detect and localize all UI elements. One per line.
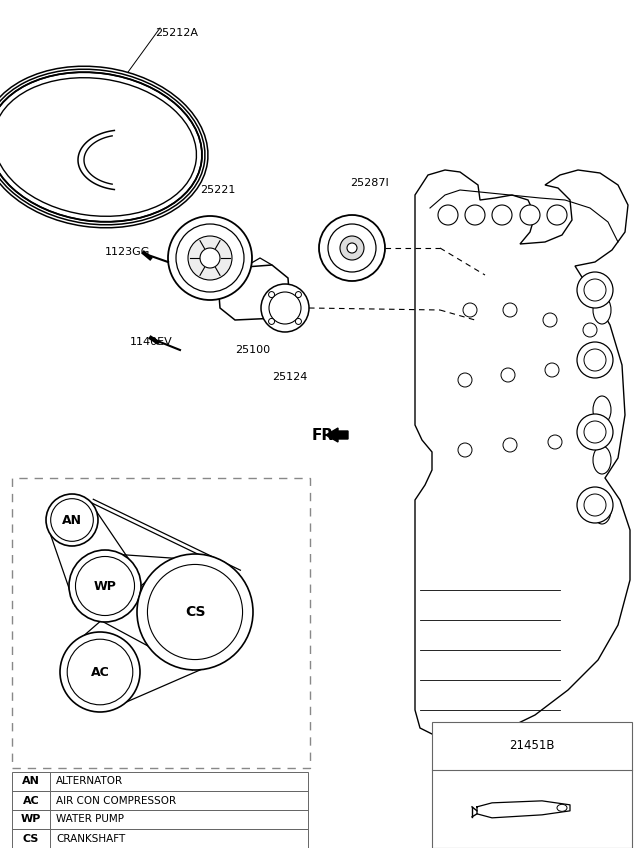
Ellipse shape xyxy=(593,396,611,424)
Text: 1140EV: 1140EV xyxy=(130,337,173,347)
Bar xyxy=(12,810,308,829)
Circle shape xyxy=(465,205,485,225)
Circle shape xyxy=(503,438,517,452)
Text: CS: CS xyxy=(185,605,205,619)
Text: AC: AC xyxy=(91,666,109,678)
Circle shape xyxy=(503,303,517,317)
Ellipse shape xyxy=(78,130,166,190)
Circle shape xyxy=(137,554,253,670)
Circle shape xyxy=(295,292,302,298)
Circle shape xyxy=(458,373,472,387)
Circle shape xyxy=(340,236,364,260)
Circle shape xyxy=(545,363,559,377)
Ellipse shape xyxy=(0,66,208,228)
Circle shape xyxy=(458,443,472,457)
Text: WP: WP xyxy=(21,814,41,824)
Circle shape xyxy=(492,205,512,225)
Text: 21451B: 21451B xyxy=(509,739,555,752)
Ellipse shape xyxy=(593,446,611,474)
Circle shape xyxy=(268,319,275,325)
Bar xyxy=(432,722,632,848)
Circle shape xyxy=(584,421,606,443)
Text: WP: WP xyxy=(93,579,116,593)
Circle shape xyxy=(577,487,613,523)
Circle shape xyxy=(269,292,301,324)
Circle shape xyxy=(268,292,275,298)
Circle shape xyxy=(548,435,562,449)
Ellipse shape xyxy=(1,83,190,211)
Circle shape xyxy=(577,342,613,378)
FancyArrow shape xyxy=(326,428,348,442)
Circle shape xyxy=(176,224,244,292)
Ellipse shape xyxy=(593,346,611,374)
Ellipse shape xyxy=(84,135,160,185)
Circle shape xyxy=(50,499,93,541)
Bar xyxy=(12,791,308,810)
Text: 25100: 25100 xyxy=(235,345,270,355)
Circle shape xyxy=(168,216,252,300)
Text: 1123GG: 1123GG xyxy=(105,247,150,257)
Ellipse shape xyxy=(0,72,202,222)
Circle shape xyxy=(584,349,606,371)
Circle shape xyxy=(319,215,385,281)
Circle shape xyxy=(347,243,357,253)
Circle shape xyxy=(295,319,302,325)
Text: CS: CS xyxy=(23,834,39,844)
Bar xyxy=(12,829,308,848)
Text: CRANKSHAFT: CRANKSHAFT xyxy=(56,834,125,844)
Circle shape xyxy=(583,323,597,337)
Text: WATER PUMP: WATER PUMP xyxy=(56,814,124,824)
Text: 25221: 25221 xyxy=(200,185,235,195)
Ellipse shape xyxy=(557,805,567,812)
Circle shape xyxy=(188,236,232,280)
Text: AN: AN xyxy=(22,777,40,786)
Text: 25287I: 25287I xyxy=(350,178,389,188)
Circle shape xyxy=(584,494,606,516)
Text: 25212A: 25212A xyxy=(155,28,198,38)
Bar xyxy=(12,772,308,791)
Circle shape xyxy=(148,565,243,660)
Ellipse shape xyxy=(593,296,611,324)
Circle shape xyxy=(67,639,133,705)
Circle shape xyxy=(75,556,135,616)
Circle shape xyxy=(261,284,309,332)
Circle shape xyxy=(69,550,141,622)
Ellipse shape xyxy=(593,496,611,524)
Circle shape xyxy=(577,414,613,450)
Text: FR.: FR. xyxy=(312,427,340,443)
Circle shape xyxy=(200,248,220,268)
Circle shape xyxy=(438,205,458,225)
Bar xyxy=(12,478,310,768)
Text: 25124: 25124 xyxy=(272,372,307,382)
Circle shape xyxy=(328,224,376,272)
Circle shape xyxy=(588,433,602,447)
Circle shape xyxy=(585,361,599,375)
Circle shape xyxy=(547,205,567,225)
Ellipse shape xyxy=(0,70,205,225)
Circle shape xyxy=(520,205,540,225)
Text: ALTERNATOR: ALTERNATOR xyxy=(56,777,123,786)
Circle shape xyxy=(46,494,98,546)
Circle shape xyxy=(501,368,515,382)
Circle shape xyxy=(577,272,613,308)
Text: AC: AC xyxy=(22,795,40,806)
Text: AN: AN xyxy=(62,514,82,527)
Text: AIR CON COMPRESSOR: AIR CON COMPRESSOR xyxy=(56,795,176,806)
Circle shape xyxy=(463,303,477,317)
Circle shape xyxy=(584,279,606,301)
Circle shape xyxy=(60,632,140,712)
Circle shape xyxy=(543,313,557,327)
